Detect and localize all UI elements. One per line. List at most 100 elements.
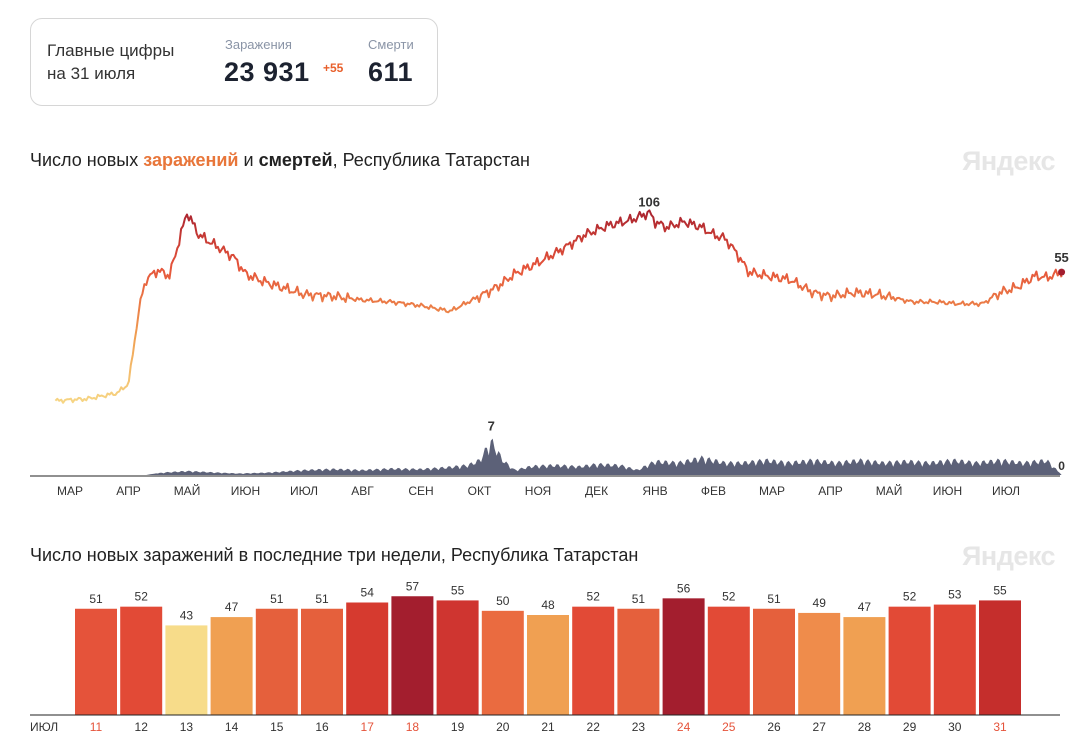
bar — [120, 606, 163, 715]
bar-category-label: 18 — [406, 720, 420, 734]
three-weeks-bar-chart: 51 11 52 12 43 13 47 14 51 15 51 16 54 17 57 18 55 19 50 20… — [30, 580, 1060, 734]
yandex-watermark-2: Яндекс — [962, 541, 1056, 571]
x-tick-label: АВГ — [351, 484, 374, 498]
bar-category-label: 25 — [722, 720, 736, 734]
bar-value-label: 51 — [632, 592, 646, 606]
x-tick-label: ДЕК — [585, 484, 608, 498]
bar-value-label: 49 — [813, 596, 827, 610]
bar-value-label: 47 — [225, 600, 239, 614]
bar-value-label: 55 — [993, 583, 1007, 597]
bar-category-label: 17 — [361, 720, 375, 734]
bar-category-label: 16 — [315, 720, 329, 734]
x-tick-label: ЯНВ — [642, 484, 667, 498]
bar — [707, 606, 750, 715]
bar-value-label: 51 — [270, 592, 284, 606]
bar-category-label: 14 — [225, 720, 239, 734]
infections-last-point — [1058, 268, 1066, 276]
infections-deaths-chart: 106 55 7 0 МАР АПР МАЙ ИЮН ИЮЛ АВГ СЕН ОКТ НОЯ ДЕК ЯНВ… — [30, 194, 1069, 498]
bar — [662, 598, 705, 715]
bar-value-label: 48 — [541, 598, 555, 612]
bar — [843, 617, 886, 715]
x-tick-label: ИЮЛ — [290, 484, 318, 498]
bar-value-label: 52 — [135, 590, 149, 604]
bar-value-label: 51 — [315, 592, 329, 606]
bar-category-label: 19 — [451, 720, 465, 734]
x-tick-label: МАР — [759, 484, 785, 498]
bar-category-label: 12 — [135, 720, 149, 734]
bar — [888, 606, 931, 715]
bar-value-label: 43 — [180, 608, 194, 622]
bar-value-label: 52 — [587, 590, 601, 604]
x-tick-label: ИЮН — [933, 484, 962, 498]
bar-value-label: 56 — [677, 581, 691, 595]
deaths-value: 611 — [368, 57, 414, 87]
bar-category-label: 13 — [180, 720, 194, 734]
bar-value-label: 57 — [406, 580, 420, 593]
x-tick-label: МАР — [57, 484, 83, 498]
deaths-series-area — [55, 438, 1062, 475]
x-tick-label: ИЮЛ — [992, 484, 1020, 498]
x-tick-label: МАЙ — [174, 483, 201, 498]
bar-category-label: 28 — [858, 720, 872, 734]
infections-series-line — [54, 209, 1063, 404]
bar-category-label: 11 — [90, 720, 103, 734]
summary-title: Главные цифры на 31 июля — [47, 41, 175, 83]
bar-value-label: 51 — [767, 592, 781, 606]
summary-card: Главные цифры на 31 июля Заражения 23 93… — [30, 18, 438, 106]
x-tick-label: МАЙ — [876, 483, 903, 498]
bar — [75, 608, 117, 715]
bar — [527, 615, 569, 715]
bar — [481, 610, 524, 715]
bar — [617, 608, 660, 715]
bar — [436, 600, 479, 715]
bar-category-label: 23 — [632, 720, 646, 734]
x-tick-label: НОЯ — [525, 484, 551, 498]
bar-category-label: 22 — [587, 720, 601, 734]
x-tick-label: ФЕВ — [701, 484, 726, 498]
bar — [979, 600, 1021, 715]
bar-value-label: 53 — [948, 588, 962, 602]
infections-label: Заражения — [225, 37, 292, 52]
bar-value-label: 52 — [722, 590, 736, 604]
bar-category-label: 24 — [677, 720, 691, 734]
bar — [346, 602, 389, 715]
bar-category-label: 30 — [948, 720, 962, 734]
bar-value-label: 51 — [89, 592, 103, 606]
x-tick-label: ОКТ — [468, 484, 492, 498]
yandex-watermark: Яндекс — [962, 146, 1056, 176]
bar-category-label: 15 — [270, 720, 284, 734]
bar-value-label: 55 — [451, 583, 465, 597]
bar-x-month-prefix: ИЮЛ — [30, 720, 58, 734]
bar-category-label: 26 — [767, 720, 781, 734]
bar — [255, 608, 298, 715]
bar — [798, 612, 841, 715]
x-tick-label: ИЮН — [231, 484, 260, 498]
bar-category-label: 21 — [541, 720, 555, 734]
bar-value-label: 50 — [496, 594, 510, 608]
bar-category-label: 27 — [813, 720, 827, 734]
bar — [572, 606, 615, 715]
bar-chart-title: Число новых заражений в последние три не… — [30, 545, 639, 565]
infections-value: 23 931 — [224, 57, 310, 87]
bar — [753, 608, 795, 715]
deaths-last-label: 0 — [1058, 459, 1065, 473]
bar — [933, 604, 976, 715]
infections-peak-label: 106 — [638, 194, 660, 209]
bar-category-label: 31 — [993, 720, 1007, 734]
bar — [210, 617, 253, 715]
bar-category-label: 20 — [496, 720, 510, 734]
bar-category-label: 29 — [903, 720, 917, 734]
main-chart-title: Число новых заражений и смертей, Республ… — [30, 150, 530, 170]
bar — [301, 608, 343, 715]
bar-value-label: 52 — [903, 590, 917, 604]
infections-delta: +55 — [323, 61, 344, 75]
infections-last-label: 55 — [1054, 250, 1068, 265]
bar — [165, 625, 208, 715]
x-tick-label: АПР — [818, 484, 843, 498]
x-tick-label: АПР — [116, 484, 141, 498]
x-tick-label: СЕН — [408, 484, 433, 498]
bar-value-label: 47 — [858, 600, 872, 614]
bar — [391, 596, 434, 715]
deaths-label: Смерти — [368, 37, 414, 52]
bar-value-label: 54 — [361, 586, 375, 600]
